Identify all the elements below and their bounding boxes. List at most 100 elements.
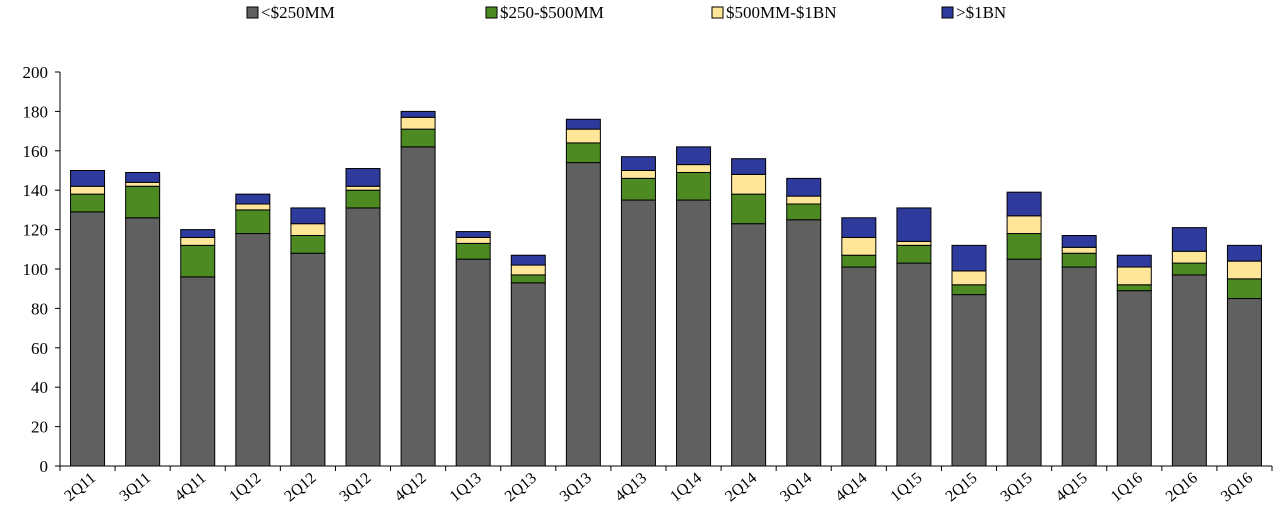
x-category-label: 2Q14	[722, 469, 760, 505]
bar-segment-1Q16-s0	[1116, 290, 1152, 467]
bar-segment-4Q14-s2	[841, 236, 877, 256]
bar-segment-1Q12-s3	[235, 193, 271, 205]
bar-segment-4Q11-s2	[180, 236, 216, 246]
x-category-label: 4Q11	[172, 469, 210, 505]
y-tick-label: 40	[31, 378, 48, 397]
x-category-label: 1Q13	[447, 469, 485, 505]
bar-segment-2Q15-s2	[951, 270, 987, 286]
bar-segment-1Q13-s0	[455, 258, 491, 467]
y-axis: 0 20 40 60 80 100 120 140 160 180 200	[23, 63, 61, 476]
bar-segment-1Q12-s2	[235, 203, 271, 211]
x-category-label: 1Q12	[226, 469, 264, 505]
bar-segment-1Q16-s3	[1116, 254, 1152, 268]
bar-segment-3Q11-s3	[125, 171, 161, 183]
bar-segment-4Q15-s3	[1061, 235, 1097, 248]
bar-segment-3Q14-s0	[786, 219, 822, 467]
bar-segment-1Q12-s1	[235, 209, 271, 235]
bar-segment-3Q14-s2	[786, 195, 822, 205]
bar-segment-2Q13-s2	[510, 264, 546, 276]
bar-segment-4Q13-s0	[620, 199, 656, 467]
bar-segment-1Q16-s2	[1116, 266, 1152, 286]
bar-segment-2Q13-s3	[510, 254, 546, 266]
bar-segment-4Q12-s1	[400, 128, 436, 148]
bar-segment-1Q15-s1	[896, 244, 932, 264]
bar-segment-3Q16-s3	[1226, 244, 1262, 262]
bar-segment-2Q11-s1	[70, 193, 106, 213]
legend-swatch	[485, 6, 498, 19]
legend-label: >$1BN	[956, 3, 1006, 22]
bar-segment-1Q13-s2	[455, 236, 491, 244]
x-category-label: 2Q11	[61, 469, 99, 505]
bar-segment-1Q14-s2	[676, 164, 712, 173]
bar-segment-1Q14-s3	[676, 146, 712, 166]
bar-segment-2Q13-s1	[510, 274, 546, 284]
x-category-label: 1Q16	[1108, 469, 1146, 505]
bar-segment-3Q15-s3	[1006, 191, 1042, 217]
x-category-label: 3Q12	[336, 469, 374, 505]
bar-segment-2Q12-s0	[290, 252, 326, 467]
bar-segment-2Q11-s3	[70, 170, 106, 187]
y-tick-label: 180	[23, 102, 49, 121]
x-category-label: 2Q15	[942, 469, 980, 505]
bar-segment-3Q12-s2	[345, 185, 381, 191]
legend-swatch	[246, 6, 259, 19]
bar-segment-4Q12-s0	[400, 146, 436, 467]
bar-segment-1Q12-s0	[235, 233, 271, 467]
bar-segment-3Q16-s2	[1226, 260, 1262, 280]
x-category-label: 2Q13	[502, 469, 540, 505]
bar-segment-4Q13-s3	[620, 156, 656, 172]
y-tick-label: 20	[31, 418, 48, 437]
bar-segment-2Q16-s3	[1171, 227, 1207, 252]
bar-segment-4Q15-s1	[1061, 252, 1097, 268]
bar-segment-3Q15-s2	[1006, 215, 1042, 235]
x-category-label: 1Q15	[887, 469, 925, 505]
bar-segment-2Q13-s0	[510, 282, 546, 467]
bar-segment-4Q11-s3	[180, 229, 216, 238]
x-category-label: 4Q13	[612, 469, 650, 505]
bar-segment-4Q14-s0	[841, 266, 877, 467]
bar-segment-3Q11-s1	[125, 185, 161, 219]
bar-segment-3Q15-s0	[1006, 258, 1042, 467]
bar-segment-3Q16-s0	[1226, 298, 1262, 467]
bar-segment-2Q16-s2	[1171, 250, 1207, 264]
bar-segment-2Q15-s0	[951, 294, 987, 467]
bar-segment-1Q16-s1	[1116, 284, 1152, 292]
bar-segment-4Q14-s3	[841, 217, 877, 238]
bar-segment-4Q11-s1	[180, 244, 216, 278]
bar-segment-1Q15-s0	[896, 262, 932, 467]
bar-segment-3Q11-s0	[125, 217, 161, 467]
y-tick-label: 60	[31, 339, 48, 358]
bar-segment-4Q14-s1	[841, 254, 877, 268]
bar-segment-1Q13-s1	[455, 242, 491, 260]
bar-segment-3Q12-s3	[345, 168, 381, 187]
bar-segment-3Q12-s0	[345, 207, 381, 467]
x-category-label: 3Q13	[557, 469, 595, 505]
bar-segment-2Q14-s0	[731, 223, 767, 467]
bar-segment-2Q16-s0	[1171, 274, 1207, 467]
y-tick-label: 0	[40, 457, 49, 476]
bar-segment-4Q12-s2	[400, 116, 436, 130]
bar-segment-3Q15-s1	[1006, 233, 1042, 260]
bar-segment-2Q14-s3	[731, 158, 767, 175]
bar-segment-2Q11-s2	[70, 185, 106, 195]
bar-segment-4Q15-s0	[1061, 266, 1097, 467]
bar-segment-3Q14-s1	[786, 203, 822, 221]
x-category-label: 4Q15	[1053, 469, 1091, 505]
y-tick-label: 160	[23, 142, 49, 161]
bar-segment-1Q15-s2	[896, 240, 932, 246]
bar-segment-3Q11-s2	[125, 181, 161, 187]
bar-segment-3Q13-s2	[565, 128, 601, 144]
y-tick-label: 80	[31, 299, 48, 318]
bar-segment-2Q15-s1	[951, 284, 987, 296]
x-axis: 2Q11 3Q11 4Q11 1Q12 2Q12 3Q12 4Q12 1Q13 2Q13 3Q13…	[59, 465, 1273, 505]
legend-swatch	[711, 6, 724, 19]
x-category-label: 4Q14	[832, 469, 870, 505]
bar-segment-2Q12-s3	[290, 207, 326, 225]
bar-segment-4Q13-s1	[620, 177, 656, 201]
x-category-label: 3Q14	[777, 469, 815, 505]
y-tick-label: 100	[23, 260, 49, 279]
bar-segment-4Q12-s3	[400, 110, 436, 118]
x-category-label: 1Q14	[667, 469, 705, 505]
bar-segment-4Q11-s0	[180, 276, 216, 467]
